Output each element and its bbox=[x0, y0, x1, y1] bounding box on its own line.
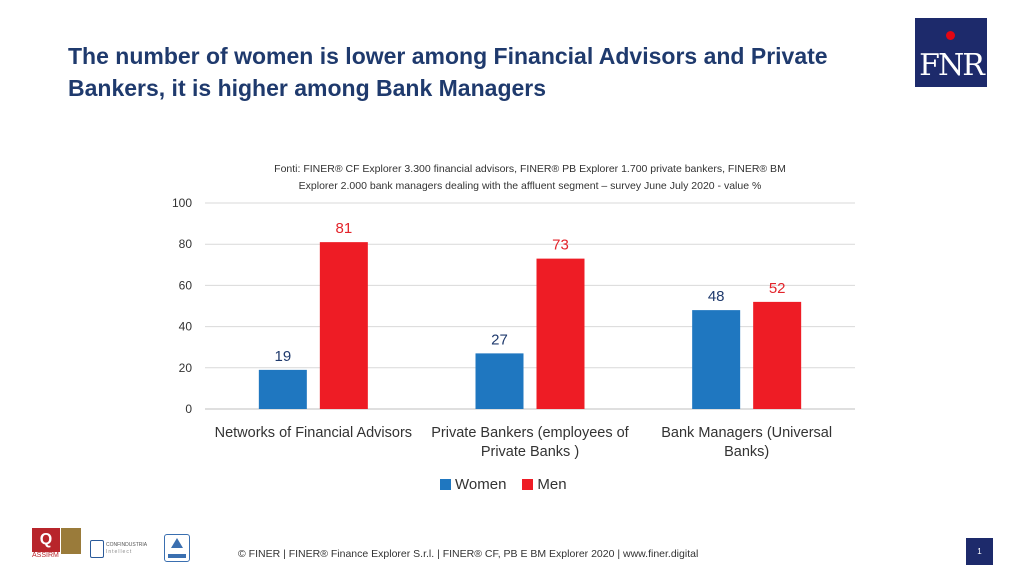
y-tick-label: 20 bbox=[179, 361, 193, 375]
legend-label-men: Men bbox=[537, 476, 567, 493]
data-label-men: 52 bbox=[769, 280, 786, 297]
certification-icon bbox=[164, 534, 190, 562]
legend-item-women: Women bbox=[440, 476, 506, 493]
data-label-men: 73 bbox=[552, 237, 569, 254]
y-tick-label: 100 bbox=[172, 196, 192, 210]
legend-swatch-women bbox=[440, 479, 451, 490]
confindustria-text: CONFINDUSTRIA bbox=[106, 542, 148, 548]
finer-logo: FNR bbox=[915, 18, 987, 87]
legend-item-men: Men bbox=[522, 476, 567, 493]
slide-title: The number of women is lower among Finan… bbox=[68, 43, 828, 101]
footer-copyright: © FINER | FINER® Finance Explorer S.r.l.… bbox=[238, 548, 699, 560]
page-number: 1 bbox=[966, 538, 993, 565]
logo-dot-icon bbox=[946, 31, 955, 40]
x-category-label: Bank Managers (Universal bbox=[661, 425, 832, 441]
certification-bar-icon bbox=[168, 554, 186, 558]
chart-source-note: Fonti: FINER® CF Explorer 3.300 financia… bbox=[170, 161, 890, 195]
bar-men bbox=[536, 258, 585, 409]
bar-women bbox=[475, 353, 524, 409]
q-mark: Q bbox=[32, 528, 60, 552]
logo-text: FNR bbox=[919, 48, 985, 83]
legend-swatch-men bbox=[522, 479, 534, 490]
y-tick-label: 0 bbox=[185, 402, 192, 416]
assirm-logo: Q ASSIRM bbox=[32, 528, 82, 562]
y-tick-label: 40 bbox=[179, 320, 193, 334]
assirm-label: ASSIRM bbox=[32, 552, 59, 559]
x-category-label: Private Bankers (employees of bbox=[431, 425, 629, 441]
bar-men bbox=[319, 242, 368, 409]
quality-badge-icon bbox=[61, 528, 81, 554]
source-note-line-2: Explorer 2.000 bank managers dealing wit… bbox=[298, 180, 762, 192]
x-category-label: Networks of Financial Advisors bbox=[215, 425, 412, 441]
chart-legend: Women Men bbox=[440, 476, 583, 493]
confindustria-subtext: Intellect bbox=[106, 549, 133, 555]
certification-triangle-icon bbox=[171, 538, 183, 548]
x-category-label: Banks) bbox=[724, 444, 769, 460]
y-tick-label: 80 bbox=[179, 237, 193, 251]
bar-women bbox=[692, 310, 741, 409]
x-category-label: Private Banks ) bbox=[481, 444, 579, 460]
data-label-men: 81 bbox=[335, 220, 352, 237]
source-note-line-1: Fonti: FINER® CF Explorer 3.300 financia… bbox=[274, 163, 786, 175]
bar-women bbox=[258, 369, 307, 409]
bar-men bbox=[753, 301, 802, 409]
footer-logos: Q ASSIRM CONFINDUSTRIA Intellect bbox=[32, 528, 190, 562]
data-label-women: 19 bbox=[274, 348, 291, 365]
confindustria-icon bbox=[90, 540, 104, 558]
legend-label-women: Women bbox=[455, 476, 507, 493]
confindustria-logo: CONFINDUSTRIA Intellect bbox=[90, 540, 160, 562]
data-label-women: 48 bbox=[708, 288, 725, 305]
y-tick-label: 60 bbox=[179, 278, 193, 292]
data-label-women: 27 bbox=[491, 331, 508, 348]
